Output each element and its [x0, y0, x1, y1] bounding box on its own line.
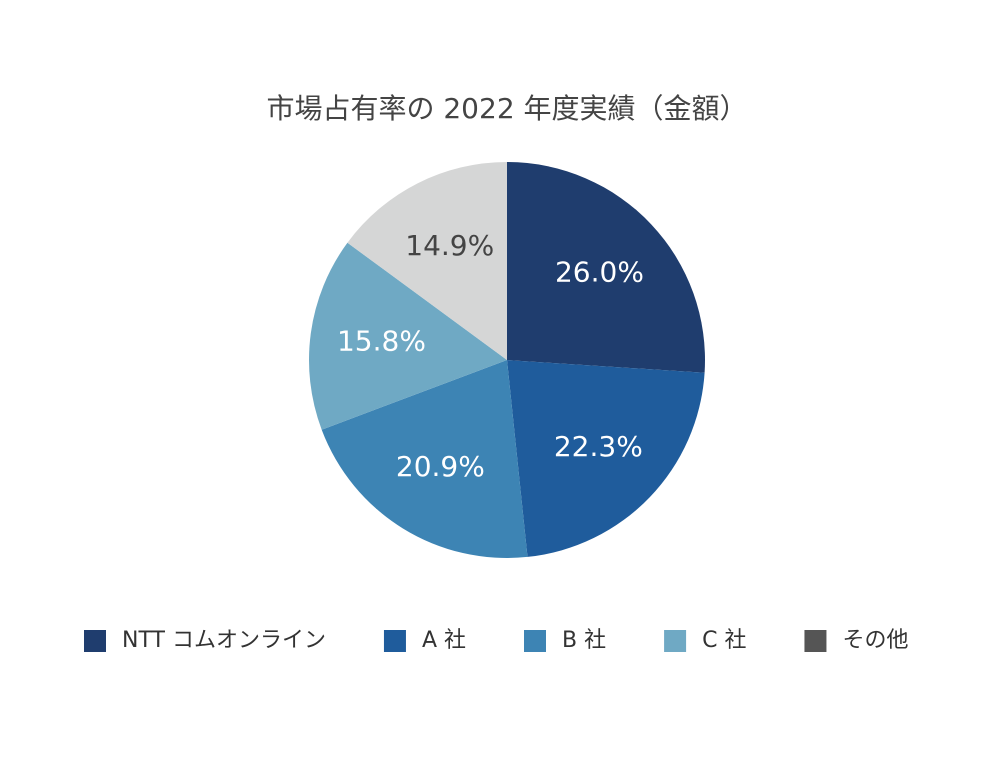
chart-title: 市場占有率の 2022 年度実績（金額）: [266, 92, 747, 125]
legend-swatch: [524, 630, 546, 652]
pie-slice: [321, 360, 528, 558]
data-label: 14.9%: [405, 229, 494, 262]
legend-swatch: [84, 630, 106, 652]
pie-slice: [347, 162, 507, 360]
pie-slice: [507, 360, 705, 557]
legend-swatch: [804, 630, 827, 652]
data-label: 15.8%: [337, 325, 426, 358]
legend-label: C 社: [702, 628, 746, 653]
legend-swatch: [383, 630, 406, 652]
pie-slice: [507, 162, 705, 373]
legend-label: NTT コムオンライン: [122, 628, 326, 653]
legend-label: その他: [842, 628, 908, 653]
legend-swatch: [664, 630, 687, 652]
pie-slice: [308, 242, 507, 430]
data-label: 20.9%: [396, 450, 485, 483]
data-label: 26.0%: [555, 255, 644, 288]
data-label: 22.3%: [554, 430, 643, 463]
legend-label: A 社: [422, 628, 466, 653]
legend-label: B 社: [562, 628, 606, 653]
